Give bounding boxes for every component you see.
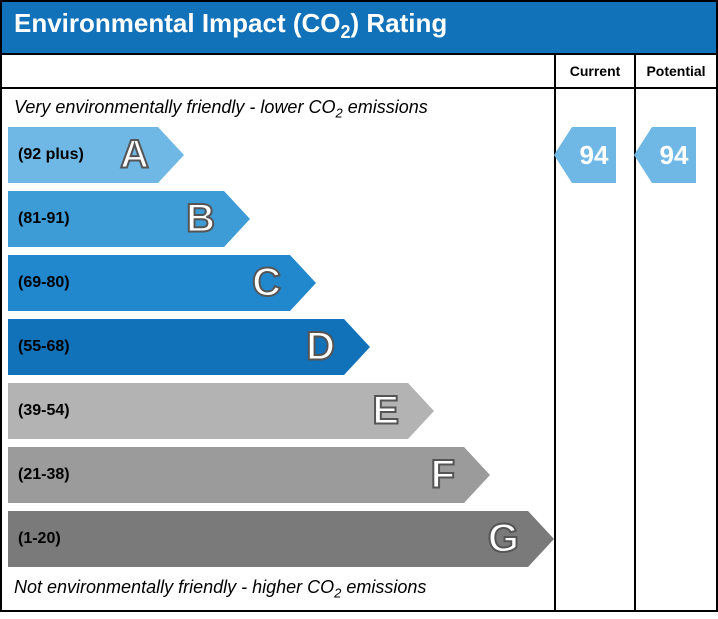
bands-column: Very environmentally friendly - lower CO… — [2, 89, 556, 610]
caption-bottom-b: emissions — [341, 577, 426, 597]
band-bar: (39-54) E — [8, 383, 408, 439]
band-letter: E — [372, 388, 398, 433]
band-range: (39-54) — [18, 402, 70, 420]
header-current: Current — [556, 55, 636, 89]
band-range: (55-68) — [18, 338, 70, 356]
header-spacer — [2, 55, 556, 89]
caption-bottom-a: Not environmentally friendly - higher CO — [14, 577, 334, 597]
band-letter: C — [252, 260, 280, 305]
potential-marker: 94 — [634, 127, 696, 183]
band-arrow — [408, 383, 434, 439]
band-bar: (55-68) D — [8, 319, 344, 375]
epc-chart: Environmental Impact (CO2) Rating Curren… — [0, 0, 718, 612]
band-bar: (92 plus) A — [8, 127, 158, 183]
band-bar: (21-38) F — [8, 447, 464, 503]
caption-top-b: emissions — [343, 97, 428, 117]
band-letter: A — [120, 132, 148, 177]
band-letter: G — [488, 516, 518, 561]
current-column: 94 — [556, 89, 636, 610]
band-bar: (1-20) G — [8, 511, 528, 567]
chart-title: Environmental Impact (CO2) Rating — [2, 2, 716, 55]
band-arrow — [224, 191, 250, 247]
caption-top: Very environmentally friendly - lower CO… — [8, 95, 554, 127]
band-b: (81-91) B — [8, 191, 554, 247]
band-letter: F — [431, 452, 454, 497]
band-c: (69-80) C — [8, 255, 554, 311]
band-bar: (69-80) C — [8, 255, 290, 311]
caption-top-sub: 2 — [335, 106, 342, 121]
band-f: (21-38) F — [8, 447, 554, 503]
marker-value: 94 — [652, 127, 696, 183]
title-sub: 2 — [341, 22, 351, 42]
band-e: (39-54) E — [8, 383, 554, 439]
marker-arrow — [554, 127, 572, 183]
header-potential: Potential — [636, 55, 716, 89]
title-text-a: Environmental Impact (CO — [14, 8, 341, 38]
band-g: (1-20) G — [8, 511, 554, 567]
band-arrow — [158, 127, 184, 183]
band-bar: (81-91) B — [8, 191, 224, 247]
band-range: (81-91) — [18, 210, 70, 228]
band-range: (69-80) — [18, 274, 70, 292]
potential-column: 94 — [636, 89, 716, 610]
caption-bottom: Not environmentally friendly - higher CO… — [8, 575, 554, 607]
band-a: (92 plus) A — [8, 127, 554, 183]
marker-value: 94 — [572, 127, 616, 183]
band-range: (21-38) — [18, 466, 70, 484]
band-arrow — [464, 447, 490, 503]
marker-arrow — [634, 127, 652, 183]
title-text-b: ) Rating — [351, 8, 448, 38]
band-letter: D — [306, 324, 334, 369]
band-arrow — [344, 319, 370, 375]
band-range: (1-20) — [18, 530, 61, 548]
band-d: (55-68) D — [8, 319, 554, 375]
current-marker: 94 — [554, 127, 616, 183]
band-arrow — [290, 255, 316, 311]
band-range: (92 plus) — [18, 146, 84, 164]
caption-top-a: Very environmentally friendly - lower CO — [14, 97, 335, 117]
band-letter: B — [186, 196, 214, 241]
band-arrow — [528, 511, 554, 567]
